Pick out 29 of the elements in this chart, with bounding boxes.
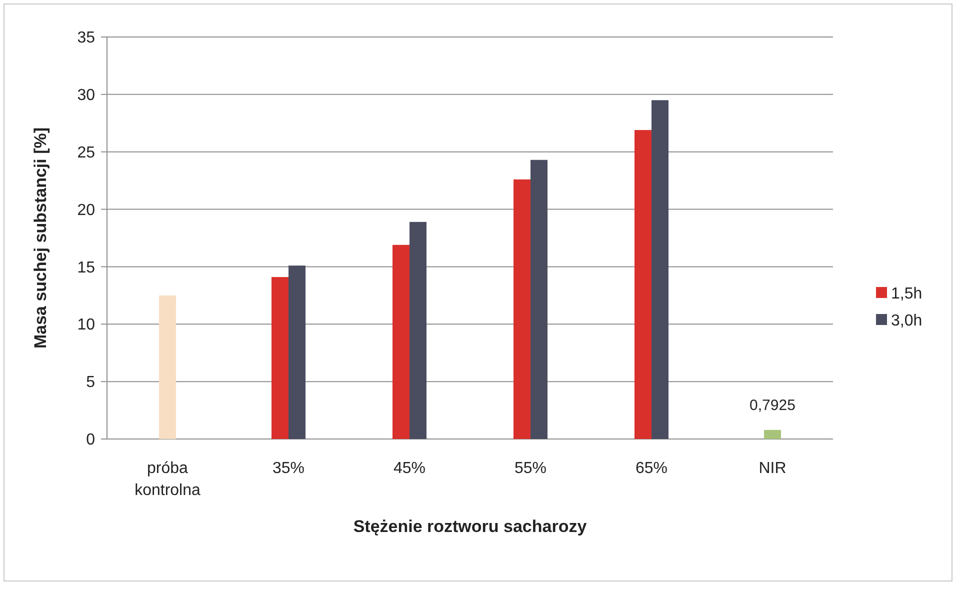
bar [410,222,426,439]
legend-label: 1,5h [891,286,922,303]
legend-label: 3,0h [891,312,922,330]
y-tick-label: 15 [77,259,96,276]
bar [288,266,306,439]
x-tick-label: NIR [758,460,786,477]
bar [652,100,668,439]
bar [272,277,288,439]
y-tick-label: 10 [77,316,96,334]
y-axis-title: Masa suchej substancji [%] [31,127,50,349]
bar [634,130,652,439]
y-tick-label: 20 [77,202,96,219]
x-axis-title: Stężenie roztworu sacharozy [353,517,588,536]
x-tick-label: 55% [514,460,547,477]
x-tick-label: próba kontrolna [134,460,201,499]
bar [764,430,781,439]
x-tick-label: 45% [393,460,426,477]
y-tick-label: 30 [77,87,96,104]
y-tick-label: 35 [77,30,96,47]
bar [514,179,530,439]
y-tick-label: 25 [77,144,96,162]
data-label: 0,7925 [750,396,796,414]
bar [392,244,410,439]
x-tick-label: 35% [272,460,305,477]
y-tick-label: 5 [86,374,96,392]
x-tick-label: 65% [635,460,668,477]
bar [159,295,176,439]
bar [530,160,548,439]
y-tick-label: 0 [86,432,96,449]
